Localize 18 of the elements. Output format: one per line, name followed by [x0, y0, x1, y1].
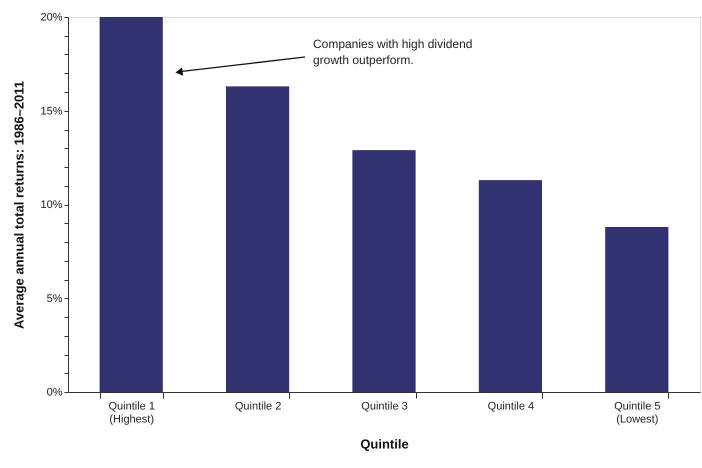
x-tick-label: Quintile 2 [234, 400, 282, 412]
x-tick-label: Quintile 1 (Highest) [108, 400, 155, 426]
y-axis-title: Average annual total returns: 1986–2011 [11, 80, 26, 330]
y-tick-label: 10% [40, 199, 63, 211]
bar [100, 17, 163, 392]
bar [478, 180, 542, 392]
y-tick-label: 0% [46, 386, 63, 398]
y-tick-label: 5% [46, 292, 63, 305]
annotation: Companies with high dividend growth outperform. [313, 37, 472, 67]
bar [605, 227, 668, 392]
x-tick-label: Quintile 4 [488, 400, 534, 412]
x-tick-label: Quintile 5 (Lowest) [614, 400, 661, 426]
bar [226, 86, 290, 392]
x-axis-title: Quintile [360, 436, 409, 452]
y-tick-label: 15% [40, 105, 63, 118]
y-tick-label: 20% [40, 12, 63, 24]
x-tick-label: Quintile 3 [361, 400, 408, 412]
bar [352, 150, 416, 392]
